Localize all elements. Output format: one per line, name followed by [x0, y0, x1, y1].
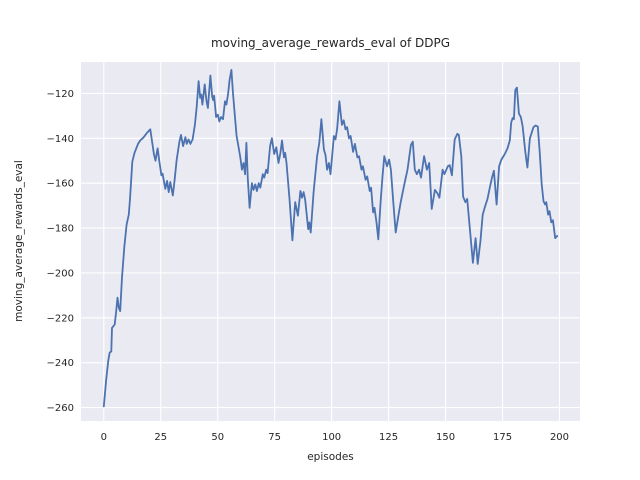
y-tick-label: −260: [47, 403, 74, 414]
y-tick-label: −160: [47, 179, 74, 190]
x-tick-label: 200: [550, 432, 569, 443]
x-tick-label: 75: [268, 432, 281, 443]
axes-background: [81, 62, 580, 421]
y-tick-label: −120: [47, 89, 74, 100]
y-tick-label: −240: [47, 358, 74, 369]
chart-title: moving_average_rewards_eval of DDPG: [210, 36, 450, 50]
reward-line: [102, 69, 559, 408]
y-tick-label: −200: [47, 268, 74, 279]
y-tick-label: −220: [47, 313, 74, 324]
x-tick-label: 25: [154, 432, 167, 443]
x-tick-label: 0: [101, 432, 107, 443]
y-tick-label: −180: [47, 224, 74, 235]
x-tick-label: 150: [436, 432, 455, 443]
x-axis-label: episodes: [307, 451, 354, 463]
x-tick-label: 100: [322, 432, 341, 443]
y-tick-label: −140: [47, 134, 74, 145]
x-tick-label: 50: [211, 432, 224, 443]
x-tick-label: 175: [493, 432, 512, 443]
x-tick-label: 125: [379, 432, 398, 443]
